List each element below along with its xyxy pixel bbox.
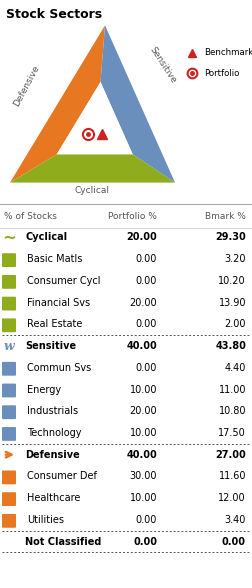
Text: Technology: Technology (27, 428, 81, 438)
Text: Stock Sectors: Stock Sectors (6, 8, 102, 21)
FancyBboxPatch shape (2, 318, 16, 332)
Text: 0.00: 0.00 (136, 276, 157, 286)
Text: 20.00: 20.00 (129, 406, 157, 416)
FancyBboxPatch shape (2, 253, 16, 267)
Text: 11.00: 11.00 (218, 385, 246, 395)
Text: 10.00: 10.00 (130, 385, 157, 395)
Text: 10.00: 10.00 (130, 493, 157, 503)
FancyBboxPatch shape (2, 514, 16, 528)
Text: 0.00: 0.00 (222, 537, 246, 547)
Text: Financial Svs: Financial Svs (27, 298, 90, 308)
Text: Sensitive: Sensitive (148, 46, 178, 85)
Text: 0.00: 0.00 (136, 254, 157, 264)
FancyBboxPatch shape (2, 492, 16, 506)
Polygon shape (101, 25, 175, 182)
Text: 10.20: 10.20 (218, 276, 246, 286)
Text: 12.00: 12.00 (218, 493, 246, 503)
Text: 0.00: 0.00 (133, 537, 157, 547)
Text: Utilities: Utilities (27, 515, 64, 525)
Text: Consumer Cycl: Consumer Cycl (27, 276, 101, 286)
Text: 30.00: 30.00 (130, 472, 157, 482)
FancyBboxPatch shape (2, 405, 16, 419)
Text: 4.40: 4.40 (225, 363, 246, 373)
Text: Defensive: Defensive (12, 64, 41, 108)
Text: 27.00: 27.00 (215, 450, 246, 460)
Polygon shape (57, 82, 133, 154)
Text: Not Classified: Not Classified (25, 537, 101, 547)
FancyBboxPatch shape (2, 470, 16, 485)
FancyBboxPatch shape (2, 362, 16, 376)
Text: 10.00: 10.00 (130, 428, 157, 438)
Text: 43.80: 43.80 (215, 341, 246, 351)
Text: Cyclical: Cyclical (75, 186, 110, 195)
Text: Basic Matls: Basic Matls (27, 254, 82, 264)
Text: % of Stocks: % of Stocks (4, 212, 57, 221)
Text: ∼: ∼ (2, 228, 16, 246)
Text: 17.50: 17.50 (218, 428, 246, 438)
Text: w: w (4, 339, 14, 353)
Polygon shape (10, 25, 175, 182)
Text: Commun Svs: Commun Svs (27, 363, 91, 373)
Text: Defensive: Defensive (25, 450, 80, 460)
Text: Bmark %: Bmark % (205, 212, 246, 221)
FancyBboxPatch shape (2, 427, 16, 441)
FancyBboxPatch shape (2, 383, 16, 397)
Text: 2.00: 2.00 (225, 319, 246, 329)
Text: 11.60: 11.60 (218, 472, 246, 482)
Text: Cyclical: Cyclical (25, 232, 67, 242)
Text: 40.00: 40.00 (126, 341, 157, 351)
Text: Energy: Energy (27, 385, 61, 395)
Text: Sensitive: Sensitive (25, 341, 76, 351)
Text: 40.00: 40.00 (126, 450, 157, 460)
Text: 13.90: 13.90 (218, 298, 246, 308)
Text: 20.00: 20.00 (129, 298, 157, 308)
Text: 20.00: 20.00 (126, 232, 157, 242)
Text: 10.80: 10.80 (218, 406, 246, 416)
Text: Portfolio %: Portfolio % (108, 212, 157, 221)
Text: 29.30: 29.30 (215, 232, 246, 242)
Text: Healthcare: Healthcare (27, 493, 80, 503)
Text: 0.00: 0.00 (136, 363, 157, 373)
Text: Consumer Def: Consumer Def (27, 472, 97, 482)
Text: 3.40: 3.40 (225, 515, 246, 525)
Polygon shape (10, 154, 175, 182)
FancyBboxPatch shape (2, 297, 16, 310)
Polygon shape (10, 25, 105, 182)
Text: 0.00: 0.00 (136, 319, 157, 329)
Text: Benchmark: Benchmark (204, 48, 252, 57)
Text: 3.20: 3.20 (225, 254, 246, 264)
Text: 0.00: 0.00 (136, 515, 157, 525)
Text: Industrials: Industrials (27, 406, 78, 416)
Text: Real Estate: Real Estate (27, 319, 82, 329)
Text: Portfolio: Portfolio (204, 69, 239, 78)
FancyBboxPatch shape (2, 275, 16, 289)
